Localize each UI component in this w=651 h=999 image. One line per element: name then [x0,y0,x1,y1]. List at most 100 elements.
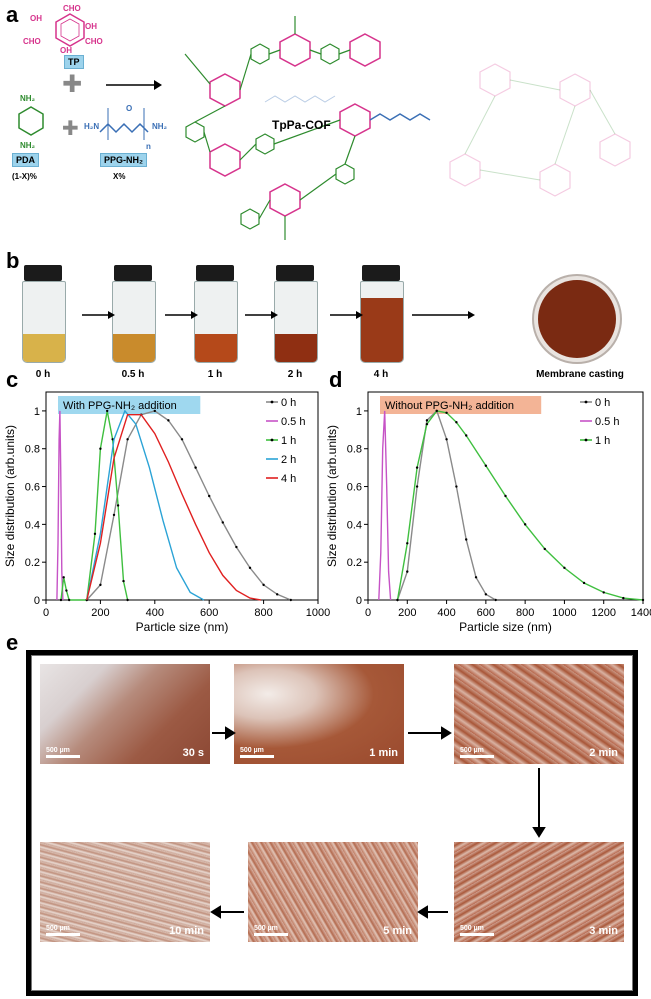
pda-label: PDA [12,153,40,167]
series-line-4 [86,414,262,601]
vial-4 [356,265,406,365]
y-axis-title: Size distribution (arb.units) [325,425,339,567]
data-point [116,504,120,507]
plus-icon: ✚ [62,71,83,98]
panel-letter-e: e [6,630,19,655]
x-tick-label: 600 [477,607,495,619]
membrane-dish-icon [532,274,622,364]
x-tick-label: 800 [516,607,534,619]
vial-liquid [275,334,317,362]
reaction-arrow-icon [106,80,162,90]
series-line-3 [86,409,205,601]
chart-without-ppg: 0 0.2 0.4 0.6 0.8 1 0 200 400 600 800 1000 1200 1400 P… [322,370,651,634]
tp-cho-top: CHO [63,4,81,13]
data-point [289,598,292,602]
legend-marker-2 [270,438,274,442]
chart-with-ppg: 0 0.2 0.4 0.6 0.8 1 0 200 400 600 800 1000 Particle … [0,370,330,634]
vial-0 [18,265,68,365]
data-point [208,494,211,498]
scale-bar: 500 µm [46,747,80,758]
panel-letter-d: d [329,367,343,392]
data-point [445,438,448,441]
legend-label-0: 0 h [281,397,296,409]
process-arrow-icon [82,307,116,325]
vial-body [22,281,66,363]
data-point [602,591,605,594]
data-point [415,485,419,488]
data-point [465,434,468,437]
data-point [262,583,265,587]
data-point [93,532,97,536]
vial-3 [270,265,320,365]
vial-caption-4: 4 h [373,369,389,380]
pda-nh2-top: NH₂ [20,94,36,103]
x-tick-label: 0 [43,607,49,619]
data-point [425,422,429,426]
micrograph-1min: 500 µm 1 min [234,664,404,764]
ppg-nh2: NH₂ [152,122,168,131]
vial-cap [196,265,234,281]
time-label-30s: 30 s [182,747,204,759]
vial-body [112,281,156,363]
chart-title: Without PPG-NH₂ addition [385,400,514,412]
data-point [180,438,184,441]
vial-liquid [361,298,403,362]
y-tick-label: 0.8 [347,444,362,456]
legend-label-1: 0.5 h [281,416,305,428]
scale-bar: 500 µm [460,747,494,758]
data-point [112,513,116,517]
data-point [622,596,625,600]
series-line-1 [378,410,392,601]
legend-label-0: 0 h [595,397,610,409]
tp-oh-left: OH [30,14,42,23]
legend-label-2: 1 h [595,435,610,447]
micrograph-3min: 500 µm 3 min [454,842,624,942]
y-tick-label: 0.2 [347,557,362,569]
ppg-molecule-icon [99,108,149,140]
plot-frame [45,391,319,601]
data-point [406,570,409,573]
x-tick-label: 800 [254,607,272,619]
chart-with-ppg-svg: 0 0.2 0.4 0.6 0.8 1 0 200 400 600 800 1000 Particle … [3,391,330,634]
x-tick-label: 600 [200,607,218,619]
tp-oh-bottom: OH [60,46,72,55]
data-point [494,598,497,602]
data-point [504,494,507,498]
data-point [435,409,438,413]
data-point [122,579,125,583]
data-point [582,581,586,585]
pda-nh2-bottom: NH₂ [20,141,36,150]
data-point [276,593,279,596]
vial-body [274,281,318,363]
vial-liquid [113,334,155,362]
time-label-2min: 2 min [589,747,618,759]
data-point [126,598,129,602]
ppg-o: O [126,104,133,113]
reaction-scheme: CHO OH OH CHO CHO OH TP ✚ ✚ NH₂ NH₂ PDA … [0,0,651,245]
plot-frame [367,391,644,601]
time-label-3min: 3 min [589,925,618,937]
vial-2 [190,265,240,365]
legend-label-3: 2 h [281,454,296,466]
panel-letter-b: b [6,248,20,273]
data-point [62,576,65,579]
y-tick-label: 1 [34,406,40,418]
x-tick-label: 400 [146,607,164,619]
process-arrow-icon [412,307,476,325]
micrograph-2min: 500 µm 2 min [454,664,624,764]
vial-sequence: 0 h 0.5 h 1 h 2 h 4 h Membrane casting [0,245,651,380]
tp-label: TP [64,55,84,69]
y-tick-label: 0.8 [25,444,40,456]
time-label-1min: 1 min [369,747,398,759]
data-point [59,598,63,602]
scale-bar: 500 µm [240,747,274,758]
y-tick-label: 0 [356,595,362,607]
tp-cho-right: CHO [85,37,103,46]
data-point [543,547,546,551]
vial-cap [114,265,152,281]
chart-title: With PPG-NH₂ addition [63,400,177,412]
x-axis-title: Particle size (nm) [136,620,229,634]
vial-liquid [23,334,65,362]
data-point [221,521,224,524]
x-tick-label: 1000 [552,607,576,619]
